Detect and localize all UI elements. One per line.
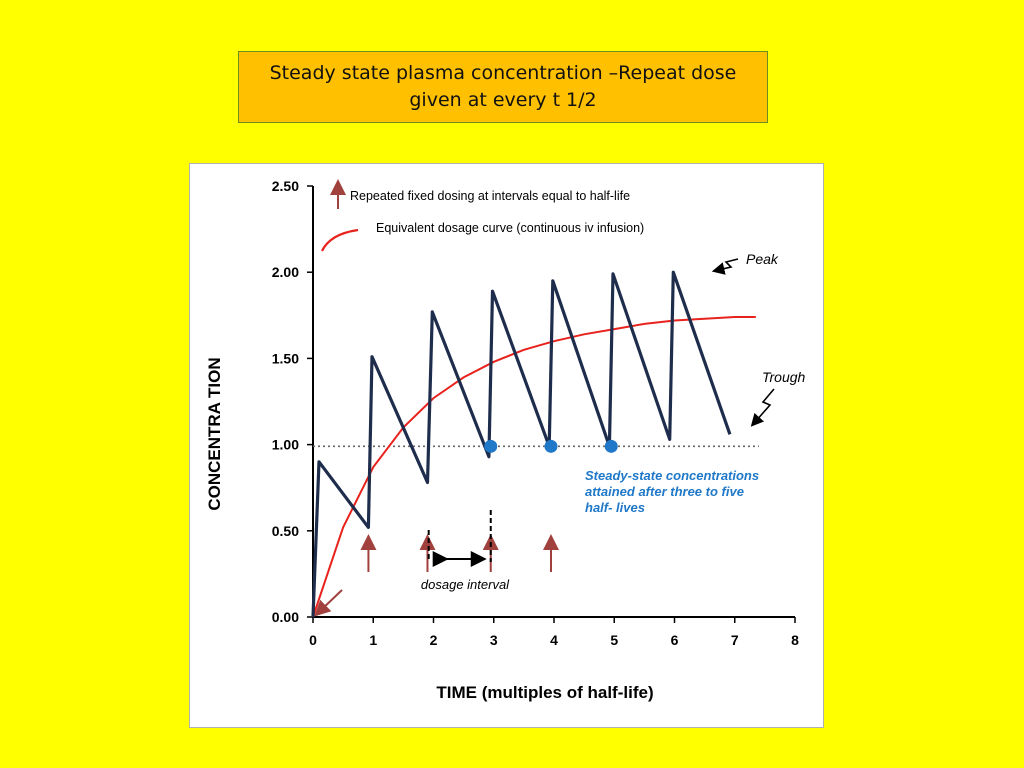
steady-state-note-line-2: attained after three to five [585, 484, 744, 499]
x-tick-label: 7 [731, 632, 739, 648]
x-tick-label: 2 [430, 632, 438, 648]
steady-state-note-line-1: Steady-state concentrations [585, 468, 759, 483]
steady-state-points [484, 439, 618, 453]
y-tick-group: 0.00 0.50 1.00 1.50 2.00 2.50 [272, 178, 313, 625]
steady-state-point [484, 439, 498, 453]
trough-pointer [750, 388, 775, 427]
slide-title-line-1: Steady state plasma concentration –Repea… [269, 62, 737, 84]
infusion-curve [312, 316, 756, 618]
dosage-interval-bracket [427, 510, 492, 567]
chart-panel: 0.00 0.50 1.00 1.50 2.00 2.50 0 1 2 3 4 5 6 7 8 CONCE… [189, 163, 824, 728]
x-tick-label: 3 [490, 632, 498, 648]
origin-dose-arrow [314, 589, 343, 617]
legend: Repeated fixed dosing at intervals equal… [321, 179, 644, 252]
peak-label: Peak [746, 251, 779, 267]
x-tick-label: 6 [671, 632, 679, 648]
x-axis-label: TIME (multiples of half-life) [436, 683, 653, 702]
legend-infusion-swatch [321, 228, 359, 252]
steady-state-point [544, 439, 558, 453]
peak-pointer [711, 258, 739, 275]
legend-dosing-label: Repeated fixed dosing at intervals equal… [350, 189, 630, 203]
x-tick-label: 5 [610, 632, 618, 648]
y-tick-label: 1.50 [272, 350, 299, 366]
dosing-curve [311, 270, 732, 618]
steady-state-point [604, 439, 618, 453]
y-tick-label: 2.00 [272, 264, 299, 280]
trough-label: Trough [762, 369, 806, 385]
dose-arrows [360, 534, 559, 572]
concentration-chart: 0.00 0.50 1.00 1.50 2.00 2.50 0 1 2 3 4 5 6 7 8 CONCE… [205, 178, 806, 702]
x-tick-label: 8 [791, 632, 799, 648]
y-tick-label: 2.50 [272, 178, 299, 194]
slide-title-box: Steady state plasma concentration –Repea… [238, 51, 768, 123]
dosage-interval-label: dosage interval [421, 577, 510, 592]
y-tick-label: 0.00 [272, 609, 299, 625]
y-tick-label: 0.50 [272, 523, 299, 539]
legend-infusion-label: Equivalent dosage curve (continuous iv i… [376, 221, 644, 235]
y-axis-label: CONCENTRA TION [205, 357, 224, 510]
steady-state-note-line-3: half- lives [585, 500, 645, 515]
x-tick-label: 0 [309, 632, 317, 648]
x-tick-label: 1 [369, 632, 377, 648]
y-tick-label: 1.00 [272, 437, 299, 453]
slide-title-line-2: given at every t 1/2 [409, 89, 597, 111]
x-tick-group: 0 1 2 3 4 5 6 7 8 [309, 617, 799, 648]
x-tick-label: 4 [550, 632, 558, 648]
